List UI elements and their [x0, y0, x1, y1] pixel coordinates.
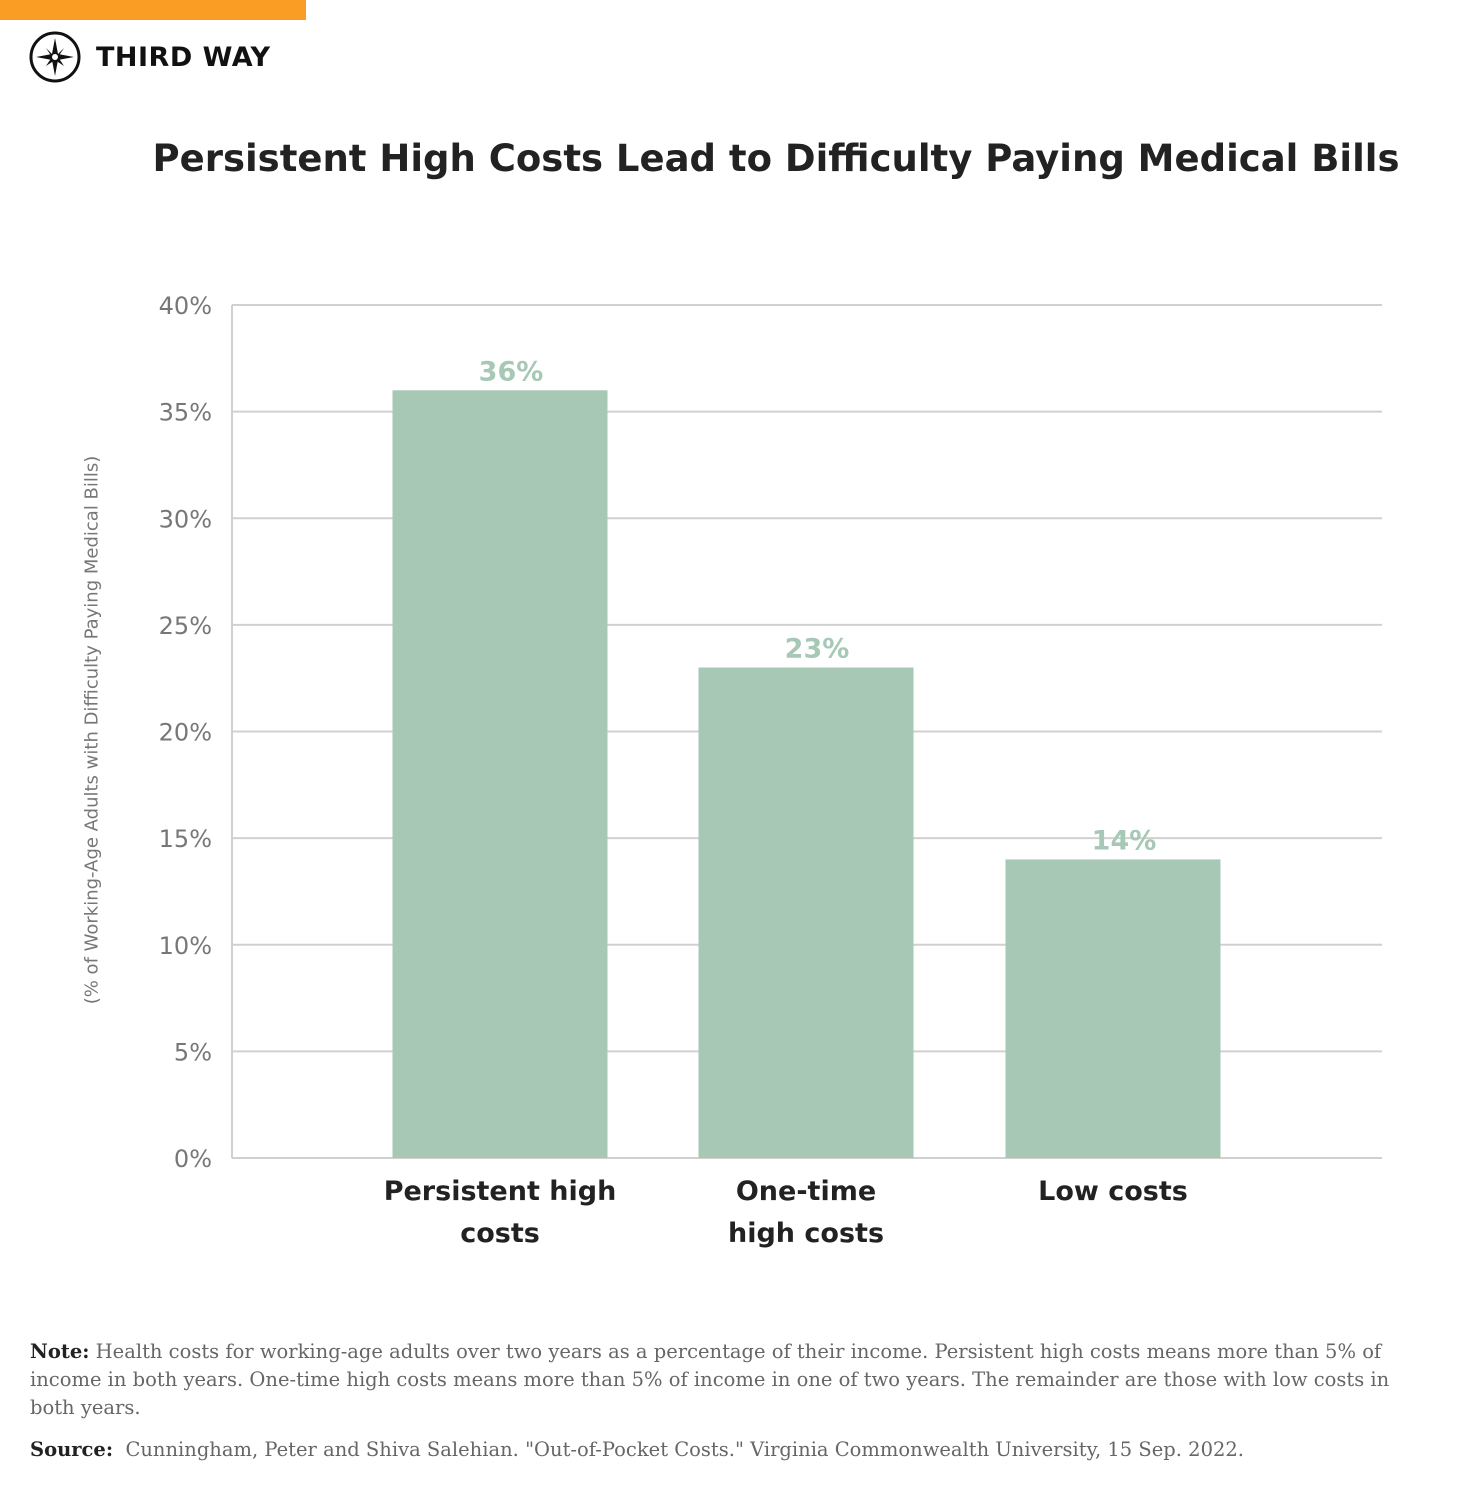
- bar: [392, 390, 608, 1158]
- x-tick-label: Low costs: [1038, 1176, 1188, 1207]
- y-tick-label: 10%: [159, 932, 212, 960]
- data-label: 23%: [785, 634, 850, 665]
- brand-name: THIRD WAY: [96, 41, 271, 73]
- bar: [698, 667, 914, 1158]
- note-label: Note:: [30, 1340, 90, 1363]
- x-tick-label: high costs: [728, 1218, 884, 1249]
- y-tick-label: 5%: [174, 1038, 212, 1066]
- brand-logo: THIRD WAY: [28, 30, 271, 84]
- source: Source: Cunningham, Peter and Shiva Sale…: [30, 1436, 1244, 1464]
- bar: [1005, 859, 1221, 1158]
- data-label: 14%: [1092, 825, 1157, 856]
- y-tick-label: 30%: [159, 505, 212, 533]
- compass-icon: [29, 31, 81, 83]
- source-label: Source:: [30, 1438, 114, 1461]
- brand-accent-bar: [0, 0, 306, 20]
- chart-title: Persistent High Costs Lead to Difficulty…: [152, 137, 1400, 180]
- source-text: Cunningham, Peter and Shiva Salehian. "O…: [125, 1438, 1245, 1461]
- y-tick-label: 15%: [159, 825, 212, 853]
- y-tick-label: 0%: [174, 1145, 212, 1173]
- note: Note: Health costs for working-age adult…: [30, 1338, 1430, 1422]
- y-tick-label: 35%: [159, 399, 212, 427]
- x-tick-label: costs: [460, 1218, 540, 1249]
- x-tick-label: Persistent high: [384, 1176, 617, 1207]
- note-text: Health costs for working-age adults over…: [30, 1340, 1390, 1419]
- y-tick-label: 20%: [159, 719, 212, 747]
- bar-chart: 0% 5% 10% 15% 20% 25% 30% 35% 40% 36% Persistent h…: [159, 292, 1382, 1249]
- x-tick-label: One-time: [736, 1176, 876, 1207]
- y-tick-label: 40%: [159, 292, 212, 320]
- data-label: 36%: [479, 356, 544, 387]
- y-tick-label: 25%: [159, 612, 212, 640]
